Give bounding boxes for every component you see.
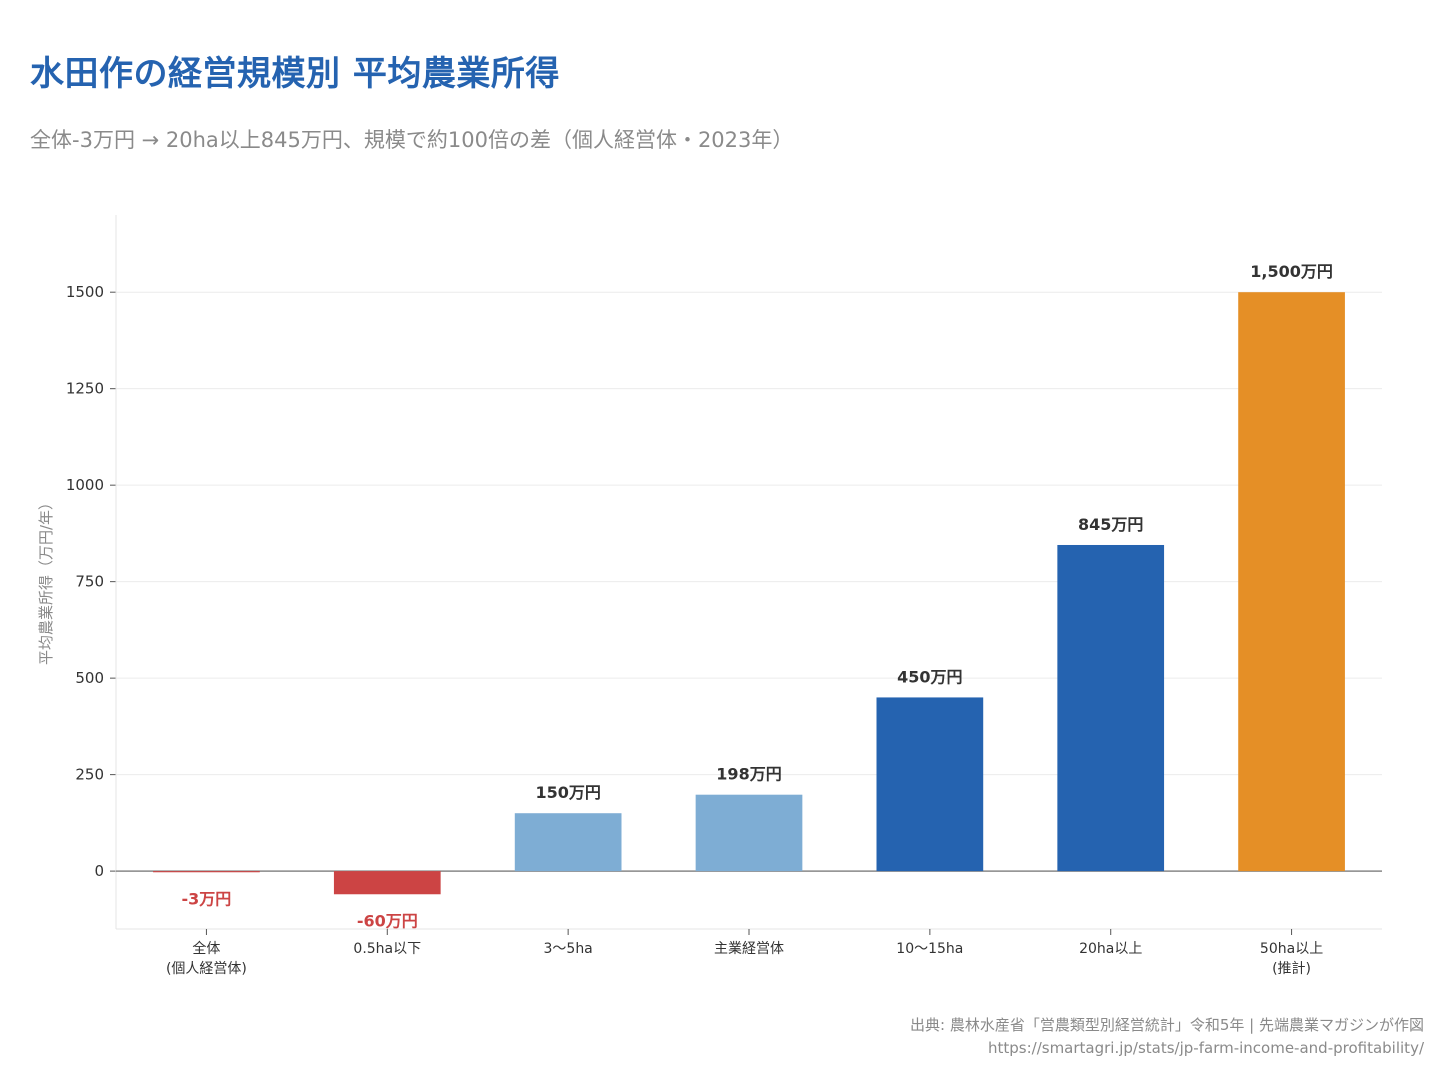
value-label: -60万円 [357, 911, 418, 930]
value-label: 1,500万円 [1250, 262, 1333, 281]
y-tick-label: 750 [75, 573, 104, 591]
bar [1057, 544, 1165, 872]
bar-chart: 0 250 500 750 1000 1250 1500 全体 (個人経営体) 0.5ha以下 3〜… [37, 215, 1382, 977]
bar [153, 871, 260, 873]
value-label: 198万円 [716, 765, 781, 784]
chart-title: 水田作の経営規模別 平均農業所得 [30, 54, 560, 94]
x-tick-label: 0.5ha以下 [353, 941, 421, 957]
y-tick-label: 1500 [66, 283, 104, 301]
x-tick-label: (推計) [1272, 961, 1311, 977]
x-tick-label: 50ha以上 [1260, 941, 1323, 957]
x-tick-label: 20ha以上 [1079, 941, 1142, 957]
bar [1238, 292, 1345, 872]
value-label: 450万円 [897, 667, 962, 686]
bars [153, 292, 1345, 895]
bar [514, 813, 622, 872]
x-tick-label: (個人経営体) [166, 961, 247, 977]
y-tick-label: 1000 [66, 476, 104, 494]
y-tick-label: 250 [75, 766, 104, 784]
y-tick-label: 1250 [66, 380, 104, 398]
axes: 0 250 500 750 1000 1250 1500 全体 (個人経営体) 0.5ha以下 3〜… [66, 215, 1382, 977]
value-label: 845万円 [1078, 515, 1143, 534]
x-tick-label: 3〜5ha [544, 941, 593, 957]
value-label: 150万円 [535, 783, 600, 802]
y-tick-label: 0 [94, 862, 104, 880]
y-tick-label: 500 [75, 669, 104, 687]
source-url: https://smartagri.jp/stats/jp-farm-incom… [987, 1039, 1424, 1057]
bar [333, 871, 441, 895]
y-axis-title: 平均農業所得（万円/年） [37, 495, 55, 665]
value-label: -3万円 [182, 889, 232, 908]
chart-subtitle: 全体-3万円 → 20ha以上845万円、規模で約100倍の差（個人経営体・20… [30, 128, 794, 152]
source-citation: 出典: 農林水産省「営農類型別経営統計」令和5年 | 先端農業マガジンが作図 [910, 1016, 1424, 1034]
bar [695, 794, 803, 872]
x-tick-label: 10〜15ha [896, 941, 963, 957]
labels: -3万円 -60万円 150万円 198万円 450万円 845万円 1,500万円 [182, 262, 1333, 930]
x-tick-label: 主業経営体 [714, 941, 784, 957]
x-tick-label: 全体 [192, 940, 220, 957]
bar [876, 697, 984, 872]
grid-lines [116, 291, 1382, 776]
